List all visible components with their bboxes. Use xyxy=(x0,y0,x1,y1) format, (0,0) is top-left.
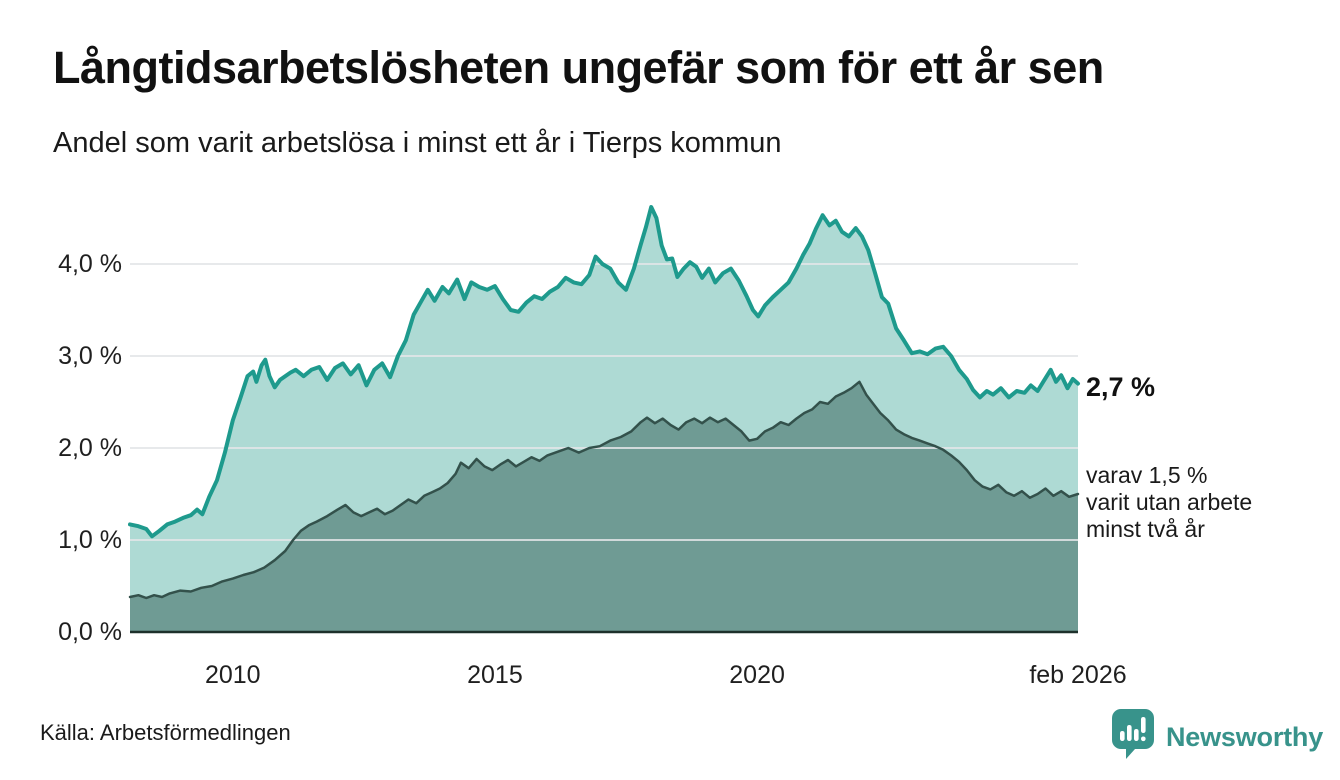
annotation-line-3: minst två år xyxy=(1086,516,1205,542)
y-axis-tick-label: 2,0 % xyxy=(58,434,122,462)
series-two-annotation: varav 1,5 % varit utan arbete minst två … xyxy=(1086,462,1252,543)
x-axis-tick-label: feb 2026 xyxy=(1029,661,1127,689)
brand-logo-text: Newsworthy xyxy=(1166,722,1324,752)
y-axis-tick-label: 3,0 % xyxy=(58,342,122,370)
chart-title: Långtidsarbetslösheten ungefär som för e… xyxy=(53,42,1104,93)
end-value-label: 2,7 % xyxy=(1086,372,1156,402)
annotation-line-1: varav 1,5 % xyxy=(1086,462,1208,488)
series-unemployed-one-year-line xyxy=(128,205,1080,539)
x-axis-tick-label: 2010 xyxy=(204,661,261,689)
newsworthy-speech-bubble-bar-chart-icon xyxy=(1112,709,1156,764)
source-note: Källa: Arbetsförmedlingen xyxy=(40,720,291,745)
series-unemployed-two-years-line xyxy=(128,380,1080,600)
chart-subtitle: Andel som varit arbetslösa i minst ett å… xyxy=(53,127,782,159)
x-axis-tick-label: 2020 xyxy=(729,661,785,689)
y-axis-tick-label: 4,0 % xyxy=(58,250,122,278)
annotation-line-2: varit utan arbete xyxy=(1086,489,1253,515)
y-axis-tick-label: 1,0 % xyxy=(58,526,122,554)
series-unemployed-two-years-area xyxy=(130,381,1078,632)
y-axis-tick-label: 0,0 % xyxy=(58,618,122,646)
brand-logo: Newsworthy xyxy=(1112,709,1323,764)
x-axis-tick-label: 2015 xyxy=(467,661,523,689)
